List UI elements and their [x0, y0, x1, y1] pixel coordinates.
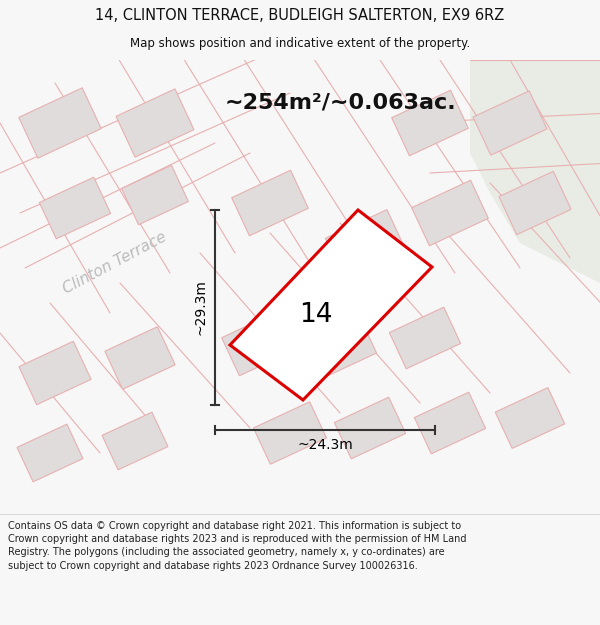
Polygon shape [499, 171, 571, 235]
Text: ~254m²/~0.063ac.: ~254m²/~0.063ac. [224, 93, 456, 113]
Polygon shape [105, 327, 175, 389]
Polygon shape [230, 210, 432, 400]
Polygon shape [389, 308, 461, 369]
Polygon shape [470, 60, 600, 283]
Polygon shape [473, 91, 547, 155]
Polygon shape [122, 165, 188, 225]
Polygon shape [102, 412, 168, 470]
Polygon shape [304, 317, 377, 379]
Polygon shape [19, 88, 101, 158]
Polygon shape [17, 424, 83, 482]
Text: 14: 14 [299, 302, 332, 329]
Polygon shape [253, 402, 326, 464]
Polygon shape [325, 209, 404, 276]
Text: ~29.3m: ~29.3m [194, 279, 208, 336]
Text: Clinton Terrace: Clinton Terrace [61, 229, 169, 297]
Text: Contains OS data © Crown copyright and database right 2021. This information is : Contains OS data © Crown copyright and d… [8, 521, 467, 571]
Polygon shape [40, 177, 110, 239]
Polygon shape [19, 341, 91, 405]
Polygon shape [495, 388, 565, 448]
Text: 14, CLINTON TERRACE, BUDLEIGH SALTERTON, EX9 6RZ: 14, CLINTON TERRACE, BUDLEIGH SALTERTON,… [95, 8, 505, 22]
Polygon shape [116, 89, 194, 157]
Text: Map shows position and indicative extent of the property.: Map shows position and indicative extent… [130, 37, 470, 50]
Polygon shape [334, 398, 406, 459]
Polygon shape [412, 180, 488, 246]
Polygon shape [221, 310, 298, 376]
Polygon shape [232, 170, 308, 236]
Polygon shape [392, 90, 469, 156]
Polygon shape [415, 392, 485, 454]
Text: ~24.3m: ~24.3m [297, 438, 353, 452]
